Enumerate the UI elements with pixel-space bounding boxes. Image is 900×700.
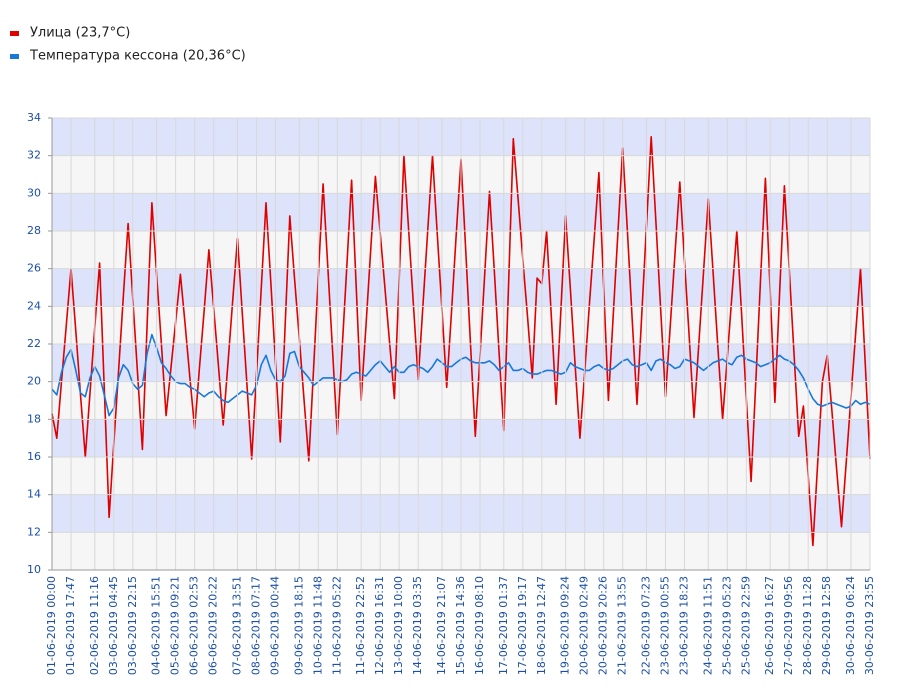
x-tick-label: 11-06-2019 22:52 [354,576,367,675]
x-tick-label: 01-06-2019 00:00 [45,576,58,675]
x-tick-label: 20-06-2019 02:49 [578,576,591,675]
x-tick-label: 25-06-2019 22:59 [739,576,752,675]
legend-swatch [10,31,19,36]
x-tick-label: 23-06-2019 18:23 [678,576,691,675]
y-tick-label: 26 [27,262,41,275]
x-tick-label: 06-06-2019 02:53 [188,576,201,675]
x-tick-label: 27-06-2019 09:56 [782,576,795,675]
x-tick-label: 24-06-2019 11:51 [701,576,714,675]
x-tick-label: 05-06-2019 09:21 [169,576,182,675]
x-tick-label: 29-06-2019 12:58 [820,576,833,675]
x-tick-label: 14-06-2019 21:07 [435,576,448,675]
x-tick-label: 08-06-2019 07:17 [250,576,263,675]
legend-swatch [10,54,19,59]
x-tick-label: 03-06-2019 22:15 [126,576,139,675]
x-tick-label: 03-06-2019 04:45 [107,576,120,675]
x-tick-label: 30-06-2019 23:55 [863,576,876,675]
y-tick-label: 28 [27,224,41,237]
legend-label: Улица (23,7°C) [30,26,130,41]
x-tick-label: 22-06-2019 07:23 [639,576,652,675]
x-tick-label: 02-06-2019 11:16 [88,576,101,675]
x-tick-label: 09-06-2019 00:44 [269,576,282,675]
y-tick-label: 24 [27,299,41,312]
x-tick-label: 23-06-2019 00:55 [659,576,672,675]
y-tick-label: 32 [27,149,41,162]
x-tick-label: 28-06-2019 11:28 [801,576,814,675]
x-tick-label: 13-06-2019 10:00 [392,576,405,675]
y-tick-label: 18 [27,412,41,425]
x-tick-label: 21-06-2019 13:55 [616,576,629,675]
x-tick-label: 09-06-2019 18:15 [292,576,305,675]
y-tick-label: 16 [27,450,41,463]
x-tick-label: 01-06-2019 17:47 [64,576,77,675]
y-tick-label: 34 [27,111,41,124]
x-tick-label: 30-06-2019 06:24 [844,576,857,675]
x-tick-label: 14-06-2019 03:35 [411,576,424,675]
y-tick-label: 20 [27,375,41,388]
y-tick-label: 10 [27,563,41,576]
x-tick-label: 20-06-2019 20:26 [597,576,610,675]
x-tick-label: 17-06-2019 01:37 [497,576,510,675]
x-tick-label: 07-06-2019 13:51 [230,576,243,675]
x-tick-label: 15-06-2019 14:36 [454,576,467,675]
x-tick-label: 16-06-2019 08:10 [473,576,486,675]
y-tick-label: 30 [27,186,41,199]
x-tick-label: 10-06-2019 11:48 [311,576,324,675]
x-tick-label: 25-06-2019 05:23 [720,576,733,675]
x-tick-label: 11-06-2019 05:22 [330,576,343,675]
x-tick-label: 12-06-2019 16:31 [373,576,386,675]
y-tick-label: 22 [27,337,41,350]
y-tick-label: 12 [27,525,41,538]
x-tick-label: 18-06-2019 12:47 [535,576,548,675]
x-tick-label: 17-06-2019 19:17 [516,576,529,675]
x-tick-label: 19-06-2019 09:24 [559,576,572,675]
y-tick-label: 14 [27,488,41,501]
legend-label: Температура кессона (20,36°C) [29,49,246,64]
x-tick-label: 06-06-2019 20:22 [207,576,220,675]
x-tick-label: 04-06-2019 15:51 [150,576,163,675]
x-tick-label: 26-06-2019 16:27 [763,576,776,675]
